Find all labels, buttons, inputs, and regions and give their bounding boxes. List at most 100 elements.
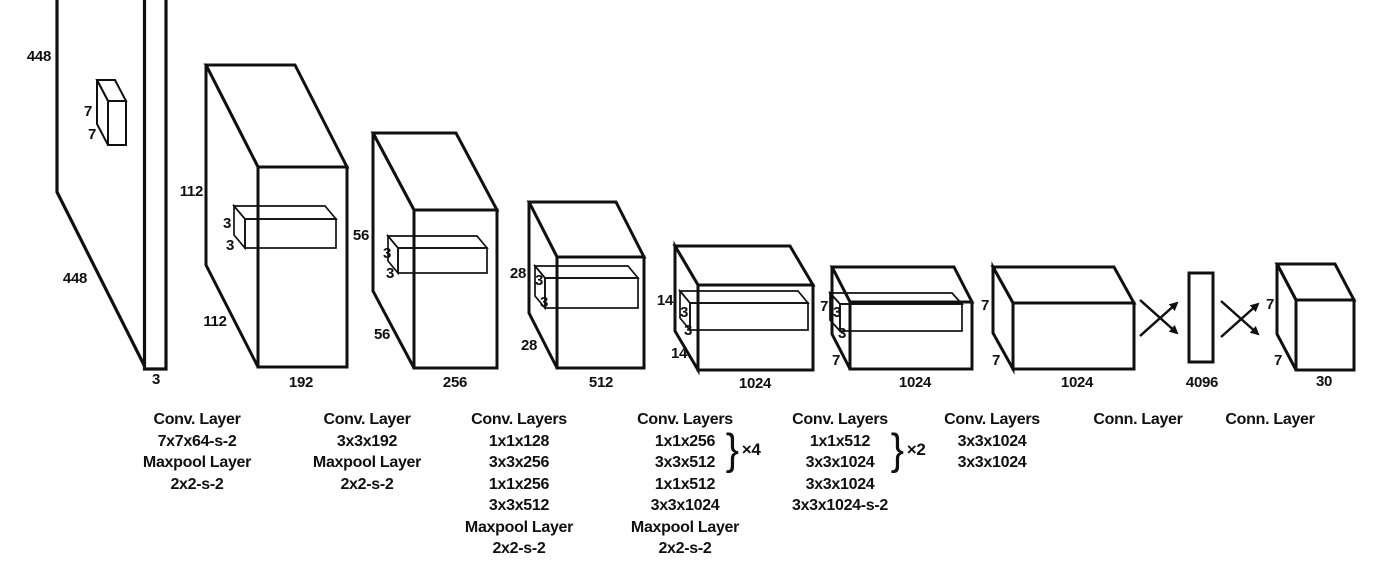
caption-line: Conv. Layer: [323, 411, 411, 428]
caption-line: 3x3x1024-s-2: [791, 497, 889, 514]
conv4-box: [672, 240, 816, 376]
conv1-box: [203, 63, 350, 369]
caption-line: Maxpool Layer: [464, 518, 574, 536]
conv5-top-face: [829, 265, 975, 304]
conv2-kernel-h-label: 3: [383, 245, 391, 262]
fc-crossing-arrows: [1139, 299, 1179, 337]
conv1-kernel-front-face: [244, 218, 337, 249]
arrow-up-right: [1220, 302, 1260, 338]
conv5-box: [829, 265, 975, 371]
caption-line: 1x1x512: [654, 475, 716, 493]
conv2-kernel-w-label: 3: [386, 265, 394, 282]
caption-line: 1x1x256: [654, 432, 716, 450]
caption-line: 1x1x256: [488, 475, 550, 493]
conv1-kernel-h-label: 3: [223, 215, 231, 232]
conv2-side-label: 56: [353, 227, 369, 244]
conv6-depth-label: 1024: [1061, 374, 1094, 391]
caption-line: 3x3x1024: [957, 432, 1027, 450]
arrow-down-right: [1220, 300, 1260, 336]
caption-line: 3x3x1024: [650, 497, 720, 514]
output-side-label: 7: [1266, 296, 1274, 313]
input-channels-label: 3: [152, 371, 160, 388]
conv5-bottom-label: 7: [832, 352, 840, 369]
caption-line: 7x7x64-s-2: [157, 432, 237, 450]
repeat-x2-annotation: } ×2: [890, 425, 926, 474]
caption-line: 3x3x192: [336, 432, 398, 450]
caption-line: 2x2-s-2: [658, 540, 712, 557]
conv3-kernel-box: [533, 263, 640, 311]
conv2-depth-label: 256: [443, 374, 467, 391]
conv3-kernel-front-face: [544, 277, 639, 309]
input-image-plane: [55, 0, 168, 371]
conv1-bottom-label: 112: [203, 313, 226, 330]
caption-line: Conn. Layer: [1225, 411, 1315, 428]
input-kernel-w-label: 7: [88, 126, 96, 143]
input-kernel-h-label: 7: [84, 103, 92, 120]
caption-line: 3x3x1024: [805, 475, 875, 493]
caption-conv4: Conv. Layers 1x1x256 3x3x512 1x1x512 3x3…: [631, 409, 739, 560]
conv5-side-label: 7: [820, 298, 828, 315]
conv6-box: [990, 261, 1137, 375]
conv6-bottom-label: 7: [992, 352, 1000, 369]
input-channels-bar: [142, 0, 168, 371]
caption-conn2: Conn. Layer: [1225, 409, 1314, 431]
conv3-kernel-w-label: 3: [540, 294, 548, 311]
caption-line: 1x1x512: [809, 432, 871, 450]
caption-line: Conn. Layer: [1093, 411, 1183, 428]
caption-line: Conv. Layers: [471, 411, 567, 428]
conv4-kernel-w-label: 3: [684, 322, 692, 339]
conv2-kernel-box: [386, 233, 489, 276]
caption-line: Conv. Layers: [637, 411, 733, 428]
repeat-times-label: ×4: [741, 440, 761, 459]
repeat-brace: }: [890, 425, 904, 474]
fc1-units-label: 4096: [1186, 374, 1218, 391]
caption-line: 2x2-s-2: [492, 540, 546, 557]
repeat-times-label: ×2: [906, 440, 926, 459]
conv3-kernel-h-label: 3: [535, 272, 543, 289]
conv3-front-face: [555, 255, 646, 370]
conv1-kernel-box: [232, 203, 338, 251]
conv5-kernel-front-face: [839, 303, 963, 332]
caption-conv1: Conv. Layer 7x7x64-s-2 Maxpool Layer 2x2…: [143, 409, 251, 495]
input-width-label: 448: [63, 270, 87, 287]
arrow-up-right: [1139, 301, 1179, 337]
conv5-kernel-box: [828, 290, 964, 334]
conv4-kernel-box: [678, 288, 810, 333]
caption-line: Maxpool Layer: [312, 454, 422, 471]
conv4-bottom-label: 14: [671, 345, 688, 362]
repeat-x4-annotation: } ×4: [725, 428, 761, 472]
conv1-side-label: 112: [180, 183, 203, 200]
conv3-depth-label: 512: [589, 374, 613, 391]
conv6-front-face: [1011, 301, 1136, 371]
input-kernel-front-face: [107, 100, 127, 146]
input-height-label: 448: [27, 48, 51, 65]
caption-conn1: Conn. Layer: [1093, 409, 1182, 431]
conv4-front-face: [696, 283, 815, 372]
caption-line: 2x2-s-2: [340, 475, 394, 493]
caption-line: 3x3x1024: [957, 454, 1027, 471]
caption-line: 3x3x256: [488, 454, 550, 471]
arrow-down-right: [1139, 299, 1179, 335]
conv3-side-label: 28: [510, 265, 526, 282]
caption-line: 3x3x1024: [805, 454, 875, 471]
conv1-front-face: [256, 165, 349, 369]
conv6-side-label: 7: [981, 297, 989, 314]
conv6-top-face: [990, 265, 1137, 305]
conv4-kernel-front-face: [689, 302, 809, 331]
caption-conv3: Conv. Layers 1x1x128 3x3x256 1x1x256 3x3…: [465, 409, 573, 560]
output-crossing-arrows: [1220, 300, 1260, 338]
conv5-kernel-w-label: 3: [838, 325, 846, 342]
input-plane-edge: [55, 0, 148, 370]
output-bottom-label: 7: [1274, 352, 1282, 369]
caption-line: 3x3x512: [488, 497, 550, 514]
caption-line: Maxpool Layer: [142, 454, 252, 471]
output-depth-label: 30: [1316, 373, 1332, 390]
conv5-kernel-h-label: 3: [833, 304, 841, 321]
caption-line: Conv. Layers: [944, 411, 1040, 428]
conv4-kernel-h-label: 3: [680, 304, 688, 321]
caption-conv2: Conv. Layer 3x3x192 Maxpool Layer 2x2-s-…: [313, 409, 421, 495]
conv1-depth-label: 192: [289, 374, 313, 391]
caption-line: 3x3x512: [654, 454, 716, 471]
